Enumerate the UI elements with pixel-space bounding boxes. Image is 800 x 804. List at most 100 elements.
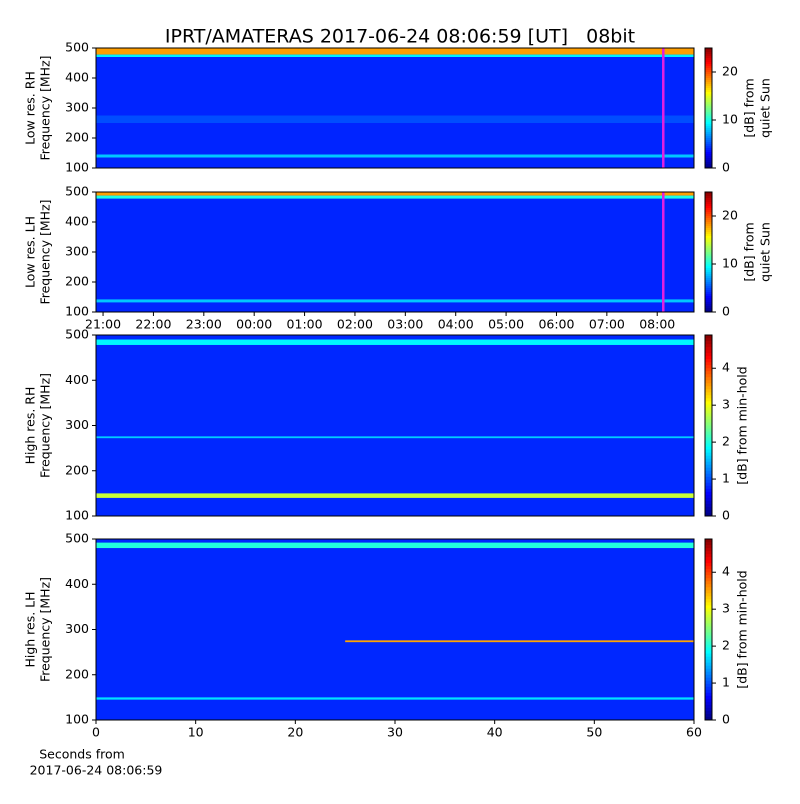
x-axis-label: Seconds from (39, 747, 125, 762)
colorbar-cell (705, 461, 712, 466)
colorbar-cell (705, 226, 712, 229)
colorbar-cell (705, 425, 712, 430)
colorbar-cell (705, 68, 712, 71)
colorbar-cell (705, 626, 712, 630)
colorbar-tick-label: 10 (722, 112, 738, 127)
colorbar-cell (705, 662, 712, 667)
x-tick-label: 08:00 (639, 317, 675, 332)
colorbar-tick-label: 0 (722, 304, 730, 319)
heatmap-band (96, 436, 694, 439)
x-tick-label: 30 (387, 725, 403, 740)
colorbar-cell (705, 284, 712, 287)
colorbar-cell (705, 437, 712, 442)
y-tick-label: 100 (65, 712, 89, 727)
colorbar-cell (705, 617, 712, 621)
colorbar-cell (705, 308, 712, 311)
colorbar-cell (705, 371, 712, 375)
y-tick-label: 300 (65, 244, 89, 259)
colorbar-cell (705, 458, 712, 463)
colorbar-cell (705, 88, 712, 91)
colorbar-cell (705, 410, 712, 414)
colorbar-cell (705, 238, 712, 241)
colorbar-cell (705, 156, 712, 159)
colorbar-cell (705, 134, 712, 137)
y-tick-label: 500 (65, 40, 89, 55)
colorbar-cell (705, 244, 712, 247)
colorbar-label: [dB] from min-hold (735, 570, 750, 688)
colorbar-tick-label: 4 (722, 360, 730, 375)
colorbar-cell (705, 54, 712, 57)
colorbar-cell (705, 605, 712, 609)
heatmap-background (96, 48, 694, 168)
x-tick-label: 60 (686, 725, 702, 740)
colorbar-cell (705, 298, 712, 301)
colorbar-tick-label: 4 (722, 564, 730, 579)
y-axis-label: Frequency [MHz] (38, 577, 53, 682)
colorbar-cell (705, 150, 712, 153)
y-tick-label: 100 (65, 160, 89, 175)
colorbar-cell (705, 347, 712, 351)
colorbar-cell (705, 118, 712, 121)
colorbar-cell (705, 266, 712, 269)
colorbar-cell (705, 124, 712, 127)
colorbar-cell (705, 590, 712, 594)
colorbar-cell (705, 258, 712, 261)
colorbar-label: [dB] from (742, 78, 757, 137)
colorbar-cell (705, 485, 712, 490)
colorbar-cell (705, 494, 712, 499)
colorbar-cell (705, 374, 712, 378)
colorbar-cell (705, 464, 712, 469)
colorbar-frame (704, 191, 713, 313)
colorbar-cell (705, 224, 712, 227)
colorbar-cell (705, 569, 712, 573)
colorbar-cell (705, 60, 712, 63)
colorbar-cell (705, 416, 712, 420)
colorbar-cell (705, 575, 712, 579)
colorbar-cell (705, 353, 712, 357)
colorbar-cell (705, 236, 712, 239)
colorbar-cell (705, 94, 712, 97)
colorbar-cell (705, 290, 712, 293)
colorbar-cell (705, 638, 712, 643)
colorbar-cell (705, 86, 712, 89)
colorbar-cell (705, 587, 712, 591)
colorbar-cell (705, 668, 712, 673)
heatmap-band (96, 54, 694, 57)
y-axis-label: Frequency [MHz] (38, 199, 53, 304)
colorbar-cell (705, 262, 712, 265)
colorbar-tick-label: 1 (722, 471, 730, 486)
x-tick-label: 20 (287, 725, 303, 740)
x-tick-label: 21:00 (85, 317, 121, 332)
colorbar-cell (705, 102, 712, 105)
heatmap-background (96, 192, 694, 312)
colorbar-cell (705, 443, 712, 448)
colorbar-cell (705, 228, 712, 231)
colorbar-cell (705, 713, 712, 718)
colorbar-cell (705, 473, 712, 478)
colorbar-cell (705, 548, 712, 552)
colorbar-cell (705, 140, 712, 143)
colorbar-cell (705, 686, 712, 691)
y-tick-label: 200 (65, 274, 89, 289)
colorbar-cell (705, 200, 712, 203)
colorbar-cell (705, 232, 712, 235)
colorbar-cell (705, 208, 712, 211)
colorbar-cell (705, 542, 712, 546)
colorbar-cell (705, 202, 712, 205)
colorbar-cell (705, 160, 712, 163)
colorbar-cell (705, 214, 712, 217)
colorbar-cell (705, 130, 712, 133)
colorbar-cell (705, 698, 712, 703)
colorbar-cell (705, 707, 712, 712)
colorbar-cell (705, 554, 712, 558)
colorbar-cell (705, 302, 712, 305)
colorbar-tick-label: 3 (722, 397, 730, 412)
y-axis-label: High res. LH (23, 591, 38, 667)
colorbar-cell (705, 146, 712, 149)
x-tick-label: 40 (487, 725, 503, 740)
colorbar-cell (705, 212, 712, 215)
colorbar-cell (705, 122, 712, 125)
y-axis-label: Low res. RH (23, 71, 38, 145)
colorbar-cell (705, 434, 712, 439)
